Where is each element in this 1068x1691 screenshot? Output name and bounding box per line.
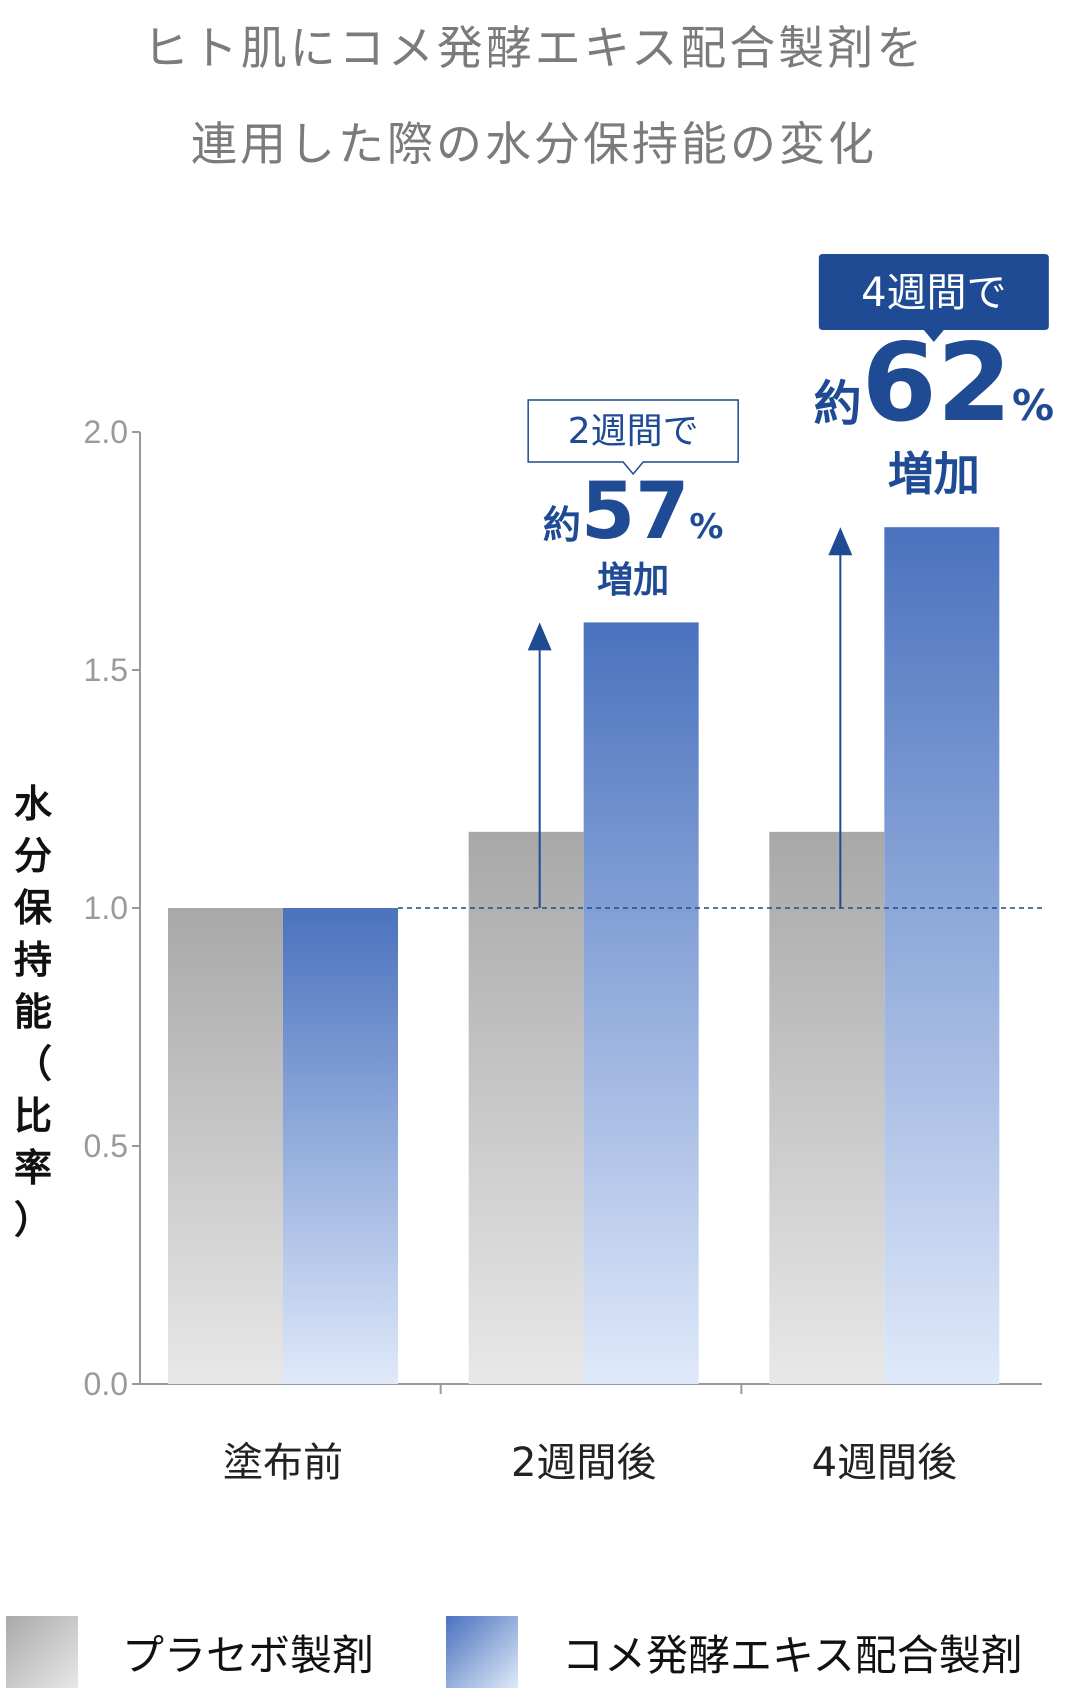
bar-rice-0 <box>283 908 398 1384</box>
bar-placebo-1 <box>468 831 584 1384</box>
badge-text-2: 4週間で <box>861 270 1006 316</box>
increase-arrow-head-1 <box>527 622 552 651</box>
bar-rice-2 <box>884 527 1000 1384</box>
percent-text-2: 約62% <box>814 321 1054 446</box>
legend-label-placebo: プラセボ製剤 <box>122 1630 375 1680</box>
x-tick-label-2: 4週間後 <box>812 1440 957 1486</box>
legend-label-rice: コメ発酵エキス配合製剤 <box>562 1630 1023 1680</box>
y-tick-label-2: 1.0 <box>84 890 128 926</box>
bar-rice-1 <box>583 622 699 1384</box>
y-tick-label-1: 0.5 <box>84 1128 128 1164</box>
bar-placebo-0 <box>168 908 283 1384</box>
x-tick-label-0: 塗布前 <box>223 1440 343 1486</box>
y-tick-label-4: 2.0 <box>84 414 128 450</box>
legend-swatch-placebo <box>6 1616 78 1688</box>
y-tick-label-3: 1.5 <box>84 652 128 688</box>
chart-title-line1: ヒト肌にコメ発酵エキス配合製剤を <box>142 21 926 75</box>
badge-bg-1 <box>527 399 739 476</box>
x-tick-label-1: 2週間後 <box>511 1440 656 1486</box>
badge-bg-2 <box>818 254 1049 342</box>
increase-arrow-head-2 <box>828 527 853 556</box>
badge-text-1: 2週間で <box>568 411 699 452</box>
legend-rice: コメ発酵エキス配合製剤 <box>446 1613 1023 1691</box>
legend-swatch-rice <box>446 1616 518 1688</box>
increase-text-2: 増加 <box>888 447 980 501</box>
percent-text-1: 約57% <box>543 467 724 557</box>
legend-placebo: プラセボ製剤 <box>6 1613 374 1691</box>
chart-title-line2: 連用した際の水分保持能の変化 <box>191 117 877 171</box>
increase-text-1: 増加 <box>597 560 669 601</box>
bar-placebo-2 <box>769 831 885 1384</box>
y-tick-label-0: 0.0 <box>84 1366 128 1402</box>
y-axis-label: 水分保持能（比率） <box>13 782 52 1242</box>
